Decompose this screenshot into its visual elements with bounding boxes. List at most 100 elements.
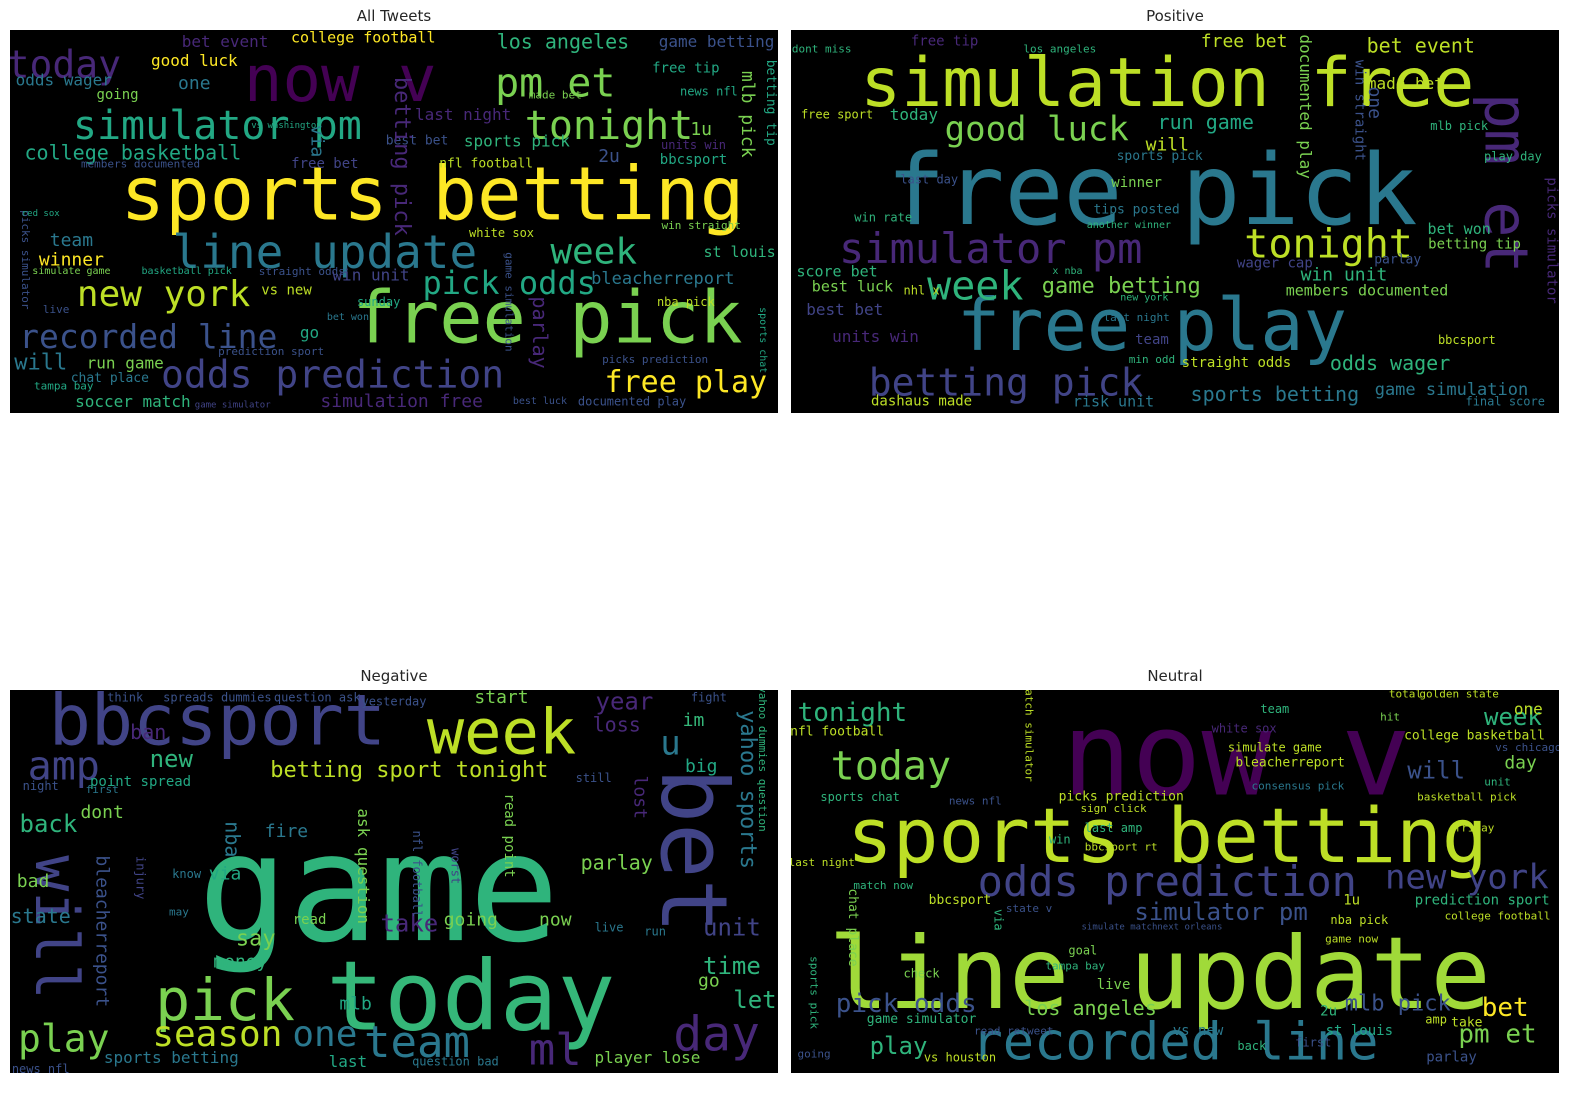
wordcloud-word: spreads dummies (163, 691, 271, 705)
wordcloud-word: los angeles (1024, 996, 1156, 1020)
wordcloud-word: best bet (386, 134, 449, 149)
wordcloud-word: new york (1385, 858, 1549, 898)
wordcloud-word: day (673, 1007, 760, 1063)
wordcloud-word: sports chat (757, 307, 768, 373)
wordcloud-word: via (991, 909, 1005, 931)
wordcloud-word: vs chicago (1495, 741, 1559, 754)
wordcloud-word: may (169, 906, 189, 919)
wordcloud-word: odds wager (16, 70, 113, 89)
wordcloud-word: tampa bay (34, 380, 94, 393)
wordcloud-word: nfl football (410, 830, 424, 917)
wordcloud-word: new (150, 745, 194, 773)
wordcloud-word: nba pick (657, 295, 716, 309)
wordcloud-word: sports betting (121, 152, 745, 238)
wordcloud-word: consensus pick (1252, 779, 1345, 792)
wordcloud-word: week (550, 232, 637, 273)
wordcloud-word: pm et (495, 61, 615, 107)
wordcloud-word: nhl x (903, 283, 939, 297)
wordcloud-word: betting pick (869, 360, 1144, 404)
wordcloud-word: worst (448, 848, 462, 884)
wordcloud-word: now (539, 909, 572, 930)
wordcloud-word: bad (17, 871, 50, 892)
wordcloud-word: white sox (1212, 721, 1277, 735)
panel-negative: Negative game today bet bbcsport week will pic… (10, 660, 778, 1073)
wordcloud-word: college basketball (25, 141, 242, 165)
wordcloud-word: last night (791, 856, 855, 869)
wordcloud-word: still (576, 771, 612, 785)
wordcloud-word: final score (1465, 395, 1544, 409)
wordcloud-word: game simulator (195, 400, 271, 410)
wordcloud-word: red sox (22, 209, 61, 219)
wordcloud-word: match now (853, 879, 913, 892)
wordcloud-word: player lose (594, 1048, 700, 1067)
wordcloud-word: bet (1482, 993, 1529, 1023)
wordcloud-word: one (1514, 700, 1543, 719)
wordcloud-word: going (96, 87, 138, 103)
wordcloud-word: winner (1111, 175, 1162, 191)
wordcloud-word: bet won (327, 312, 369, 323)
wordcloud-word: best luck (513, 396, 567, 407)
wordcloud-word: parlay (528, 296, 552, 368)
wordcloud-word: nfl football (439, 157, 533, 172)
wordcloud-word: made bet (529, 89, 582, 102)
wordcloud-word: tips posted (1094, 203, 1180, 218)
wordcloud-word: news nfl (12, 1062, 70, 1073)
wordcloud-word: los angeles (1023, 43, 1096, 56)
wordcloud-word: sports betting (1191, 382, 1360, 406)
wordcloud-word: straight odds (1182, 355, 1292, 371)
wordcloud-word: nba (221, 821, 245, 857)
wordcloud-word: vs washington (251, 121, 321, 131)
wordcloud-word: bet event (1367, 33, 1475, 57)
wordcloud-word: ban (130, 720, 166, 744)
wordcloud-word: documented play (578, 395, 686, 409)
wordcloud-background (10, 690, 778, 1073)
wordcloud-word: st louis (703, 243, 775, 261)
wordcloud-word: pm et (1458, 1020, 1536, 1050)
wordcloud-word: best luck (812, 278, 893, 296)
wordcloud-word: good luck (945, 110, 1129, 150)
wordcloud-word: take (380, 910, 438, 938)
wordcloud-word: one (178, 73, 211, 94)
wordcloud-word: betting sport tonight (270, 758, 548, 783)
wordcloud-word: bleacherreport (1235, 755, 1345, 770)
wordcloud-word: pick (155, 966, 295, 1034)
wordcloud-word: game now (1325, 932, 1378, 945)
wordcloud-word: sports chat (820, 790, 899, 804)
wordcloud-word: dont (80, 802, 123, 823)
wordcloud-word: start (474, 690, 528, 708)
wordcloud-word: vs houston (924, 1051, 996, 1065)
wordcloud-word: recorded line (972, 1012, 1379, 1072)
wordcloud-word: news nfl (949, 795, 1002, 808)
wordcloud-word: state v (1006, 902, 1053, 915)
wordcloud-word: live (43, 303, 70, 316)
wordcloud-word: last night (1103, 311, 1169, 324)
wordcloud-word: big (685, 756, 718, 777)
wordcloud-word: back (20, 810, 78, 838)
wordcloud-word: week (927, 264, 1023, 310)
wordcloud-word: team (1260, 702, 1289, 716)
wordcloud-word: nfl football (791, 725, 884, 740)
wordcloud-word: odds wager (1330, 351, 1450, 375)
wordcloud-word: bbcsport (49, 690, 386, 762)
wordcloud-word: let (733, 986, 776, 1014)
wordcloud-word: score bet (796, 262, 877, 280)
wordcloud-word: year (596, 690, 654, 715)
wordcloud-word: line update (829, 915, 1491, 1032)
wordcloud-word: bet event (182, 32, 269, 51)
wordcloud-word: win (1049, 832, 1071, 846)
wordcloud-word: run game (1158, 110, 1254, 134)
wordcloud-word: run (644, 924, 666, 938)
wordcloud-word: win straight (1351, 60, 1367, 161)
wordcloud-word: play day (1484, 149, 1542, 163)
wordcloud-word: st louis (1326, 1023, 1393, 1039)
wordcloud-word: basketball pick (1417, 791, 1517, 804)
wordcloud-word: going (444, 909, 498, 930)
wordcloud-word: free play (957, 283, 1347, 367)
wordcloud-word: sports pick (464, 132, 570, 151)
wordcloud-word: state (11, 904, 71, 928)
wordcloud-word: mlb (339, 994, 372, 1015)
wordcloud-word: night (23, 779, 59, 793)
wordcloud-word: parlay (1374, 252, 1421, 267)
wordcloud-word: via (209, 863, 242, 884)
